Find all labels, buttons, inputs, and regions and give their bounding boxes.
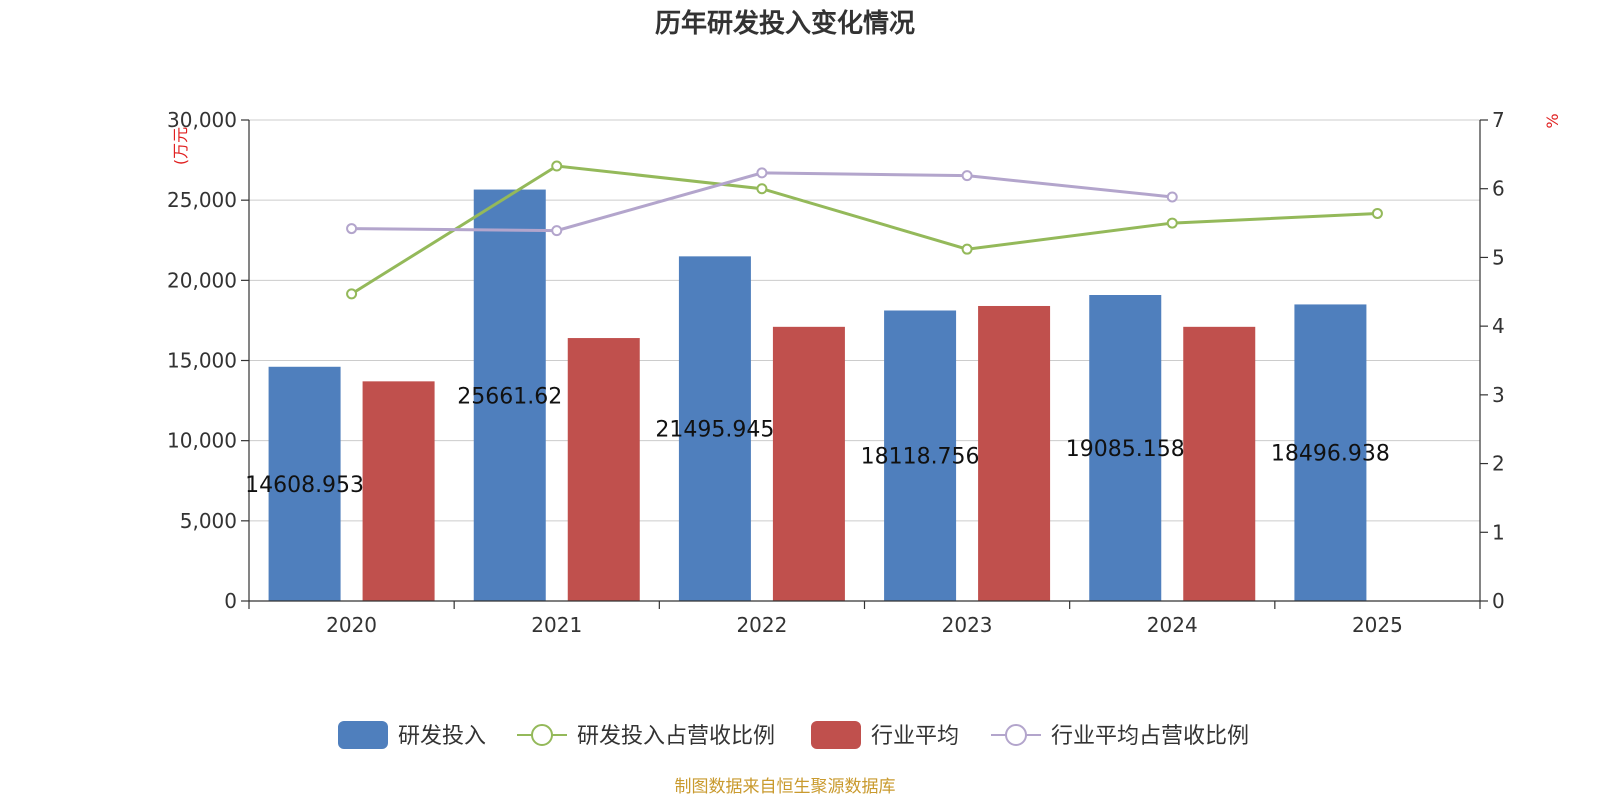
left-axis-tick-label: 25,000 (167, 188, 237, 212)
bar-rd-investment (884, 310, 957, 601)
right-axis-tick-label: 0 (1492, 589, 1505, 613)
bar-data-label: 18118.756 (861, 445, 980, 470)
point-rd-ratio (551, 160, 563, 172)
legend-swatch-bar (811, 721, 861, 749)
point-industry-ratio (1166, 191, 1178, 203)
legend: 研发投入 研发投入占营收比例 行业平均 行业平均占营收比例 (338, 721, 1249, 749)
point-rd-ratio (346, 288, 358, 300)
left-axis-tick-label: 30,000 (167, 108, 237, 132)
point-industry-ratio (551, 225, 563, 237)
grid-layer (249, 119, 1480, 522)
point-rd-ratio (961, 243, 973, 255)
x-axis-tick-label: 2024 (1147, 613, 1198, 637)
point-industry-ratio (961, 170, 973, 182)
bar-rd-investment (268, 366, 341, 601)
axis-layer: 0 5,000 10,000 15,000 20,000 25,000 30,000 0 1 2 3… (167, 108, 1505, 637)
bar-layer (268, 189, 1367, 601)
left-axis-tick-label: 0 (224, 589, 237, 613)
legend-label: 行业平均 (871, 724, 959, 749)
x-axis-tick-label: 2022 (736, 613, 787, 637)
left-axis-tick-label: 5,000 (180, 509, 237, 533)
left-axis-unit-label: (万元 (171, 127, 190, 165)
right-axis-unit-label: % (1543, 113, 1562, 128)
legend-swatch-marker (531, 724, 553, 746)
bar-industry-average (772, 326, 845, 601)
right-axis-tick-label: 3 (1492, 383, 1505, 407)
x-axis-tick-label: 2021 (531, 613, 582, 637)
left-axis-tick-label: 10,000 (167, 429, 237, 453)
bar-industry-average (978, 305, 1051, 601)
right-axis-tick-label: 4 (1492, 314, 1505, 338)
bar-industry-average (1183, 326, 1256, 601)
bar-rd-investment (678, 256, 751, 601)
legend-label: 研发投入 (398, 724, 486, 749)
x-axis-tick-label: 2025 (1352, 613, 1403, 637)
x-axis-tick-label: 2020 (326, 613, 377, 637)
left-axis-tick-label: 15,000 (167, 349, 237, 373)
right-axis-tick-label: 7 (1492, 108, 1505, 132)
line-layer (346, 160, 1383, 300)
bar-industry-average (567, 338, 640, 601)
right-axis-tick-label: 1 (1492, 520, 1505, 544)
right-axis-tick-label: 5 (1492, 245, 1505, 269)
point-rd-ratio (756, 183, 768, 195)
bar-rd-investment (1294, 304, 1367, 601)
legend-swatch-marker (1005, 724, 1027, 746)
legend-swatch-bar (338, 721, 388, 749)
bar-data-label: 19085.158 (1066, 437, 1185, 462)
right-axis-tick-label: 6 (1492, 177, 1505, 201)
chart-title: 历年研发投入变化情况 (655, 8, 915, 39)
bar-data-label: 21495.945 (655, 418, 774, 443)
x-axis-tick-label: 2023 (942, 613, 993, 637)
bar-rd-investment (473, 189, 546, 601)
bar-data-label: 25661.62 (457, 384, 562, 409)
line-rd-ratio (350, 164, 1378, 296)
bar-rd-investment (1089, 295, 1162, 601)
legend-label: 研发投入占营收比例 (577, 724, 775, 749)
bar-data-label: 14608.953 (245, 473, 364, 498)
point-industry-ratio (346, 223, 358, 235)
left-axis-tick-label: 20,000 (167, 268, 237, 292)
bar-industry-average (362, 381, 435, 601)
point-rd-ratio (1371, 207, 1383, 219)
right-axis-tick-label: 2 (1492, 452, 1505, 476)
label-layer: 14608.953 25661.62 21495.945 18118.756 19085… (245, 384, 1390, 498)
legend-label: 行业平均占营收比例 (1051, 724, 1249, 749)
bar-data-label: 18496.938 (1271, 442, 1390, 467)
point-rd-ratio (1166, 217, 1178, 229)
source-note: 制图数据来自恒生聚源数据库 (675, 777, 896, 797)
point-industry-ratio (756, 167, 768, 179)
